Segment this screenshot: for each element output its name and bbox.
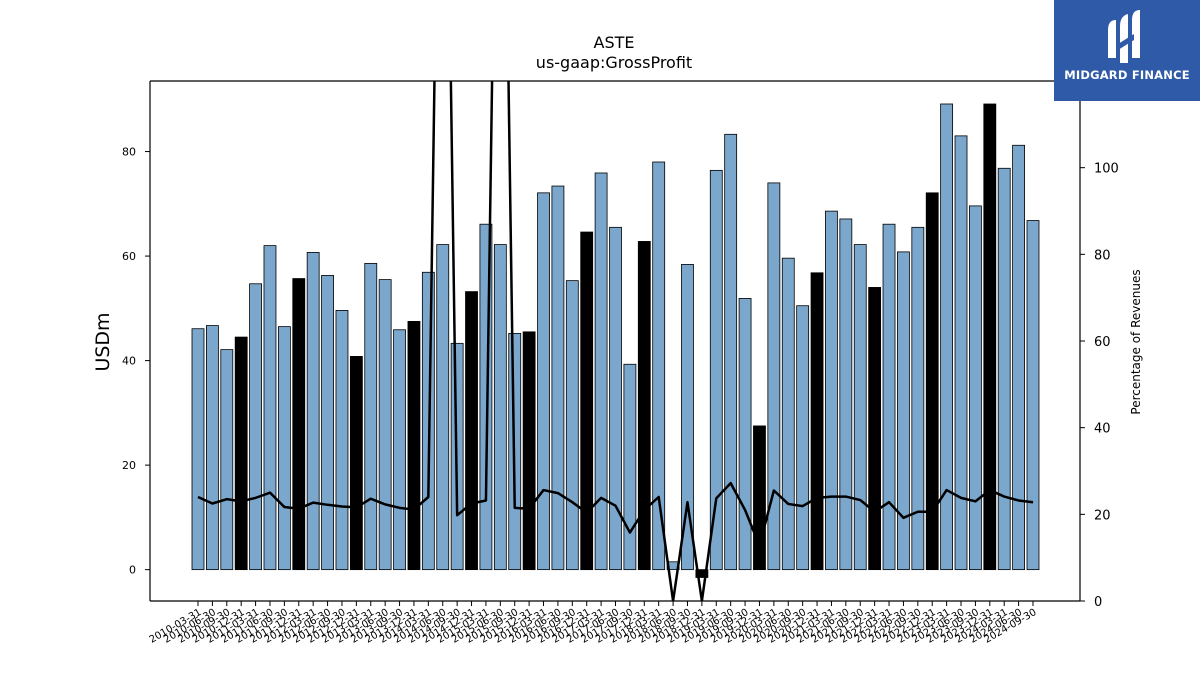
bar-2011-09-30 [277, 326, 291, 571]
y-tick-label: 40 [122, 355, 136, 368]
bar-2023-03-31 [940, 103, 954, 571]
bar-2022-06-30 [897, 251, 910, 571]
bar-2017-12-31 [637, 241, 651, 571]
bar-2022-03-31 [882, 223, 896, 571]
y-tick-label: 20 [122, 459, 136, 472]
bar-2010-06-30 [205, 325, 219, 571]
bar-2020-09-30 [796, 305, 810, 571]
y2-axis-label: Percentage of Revenues [1129, 269, 1143, 414]
bar-2023-09-30 [969, 205, 982, 571]
bar-2014-12-31 [465, 291, 478, 571]
bar-2012-09-30 [335, 310, 349, 571]
bar-2019-03-31 [709, 169, 723, 571]
chart-title: ASTE [594, 33, 635, 52]
bar-2011-06-30 [263, 245, 277, 571]
bar-2020-03-31 [767, 182, 781, 571]
bar-2016-06-30 [551, 185, 565, 571]
bar-2024-03-31 [997, 167, 1011, 571]
bar-2018-12-31 [695, 569, 709, 578]
bar-2019-06-30 [724, 133, 738, 571]
bar-2024-09-30 [1026, 220, 1040, 571]
bar-2021-12-31 [868, 287, 882, 571]
bar-2017-09-30 [623, 363, 637, 571]
bar-2013-12-31 [407, 320, 421, 571]
bar-2021-09-30 [853, 244, 867, 571]
y2-tick-label: 100 [1094, 162, 1119, 177]
bar-2011-03-31 [249, 283, 262, 571]
bar-2010-09-30 [220, 349, 234, 571]
y2-tick-label: 80 [1094, 248, 1111, 263]
bar-2022-12-31 [925, 192, 939, 571]
bar-2012-03-31 [306, 252, 320, 571]
bar-2019-12-31 [753, 425, 766, 571]
bar-2020-12-31 [810, 272, 824, 571]
y-tick-label: 60 [122, 250, 136, 263]
midgard-finance-logo: MIDGARD FINANCE [1054, 0, 1200, 101]
bar-2014-06-30 [436, 244, 450, 571]
bar-2017-03-31 [594, 172, 608, 571]
bar-2013-06-30 [378, 279, 392, 571]
bar-2021-03-31 [825, 210, 838, 571]
chart-subtitle: us-gaap:GrossProfit [536, 53, 692, 72]
bar-2015-12-31 [522, 331, 536, 571]
bar-2018-03-31 [652, 161, 666, 571]
percentage-of-revenues-line [197, 81, 1034, 601]
y-tick-label: 80 [122, 146, 136, 159]
logo-mark-icon [1108, 10, 1140, 63]
bar-2016-09-30 [565, 280, 579, 571]
bar-2010-12-31 [234, 336, 248, 571]
bar-2023-06-30 [954, 135, 968, 571]
bar-2013-09-30 [393, 329, 406, 571]
bar-2013-03-31 [364, 262, 378, 571]
y-axis-label: USDm [92, 312, 114, 371]
bar-2012-12-31 [349, 356, 363, 571]
bar-2012-06-30 [321, 275, 334, 571]
y2-tick-label: 60 [1094, 335, 1111, 350]
bar-2019-09-30 [738, 298, 752, 571]
bar-2015-06-30 [493, 244, 507, 571]
bar-2024-06-30 [1012, 144, 1025, 571]
bar-2016-12-31 [580, 231, 594, 571]
bar-2017-06-30 [609, 226, 622, 571]
y2-tick-label: 40 [1094, 422, 1111, 437]
y2-tick-label: 20 [1094, 508, 1111, 523]
bar-2021-06-30 [839, 218, 853, 571]
bar-2022-09-30 [911, 226, 925, 571]
bar-2023-12-31 [983, 103, 997, 571]
bar-2016-03-31 [537, 192, 550, 571]
bar-2018-09-30 [681, 264, 694, 571]
bar-2020-06-30 [781, 257, 795, 571]
bar-2011-12-31 [292, 278, 306, 571]
bar-2010-03-31 [191, 328, 205, 571]
logo-text: MIDGARD FINANCE [1064, 68, 1190, 82]
y-tick-label: 0 [129, 564, 136, 577]
y2-tick-label: 0 [1094, 595, 1102, 610]
